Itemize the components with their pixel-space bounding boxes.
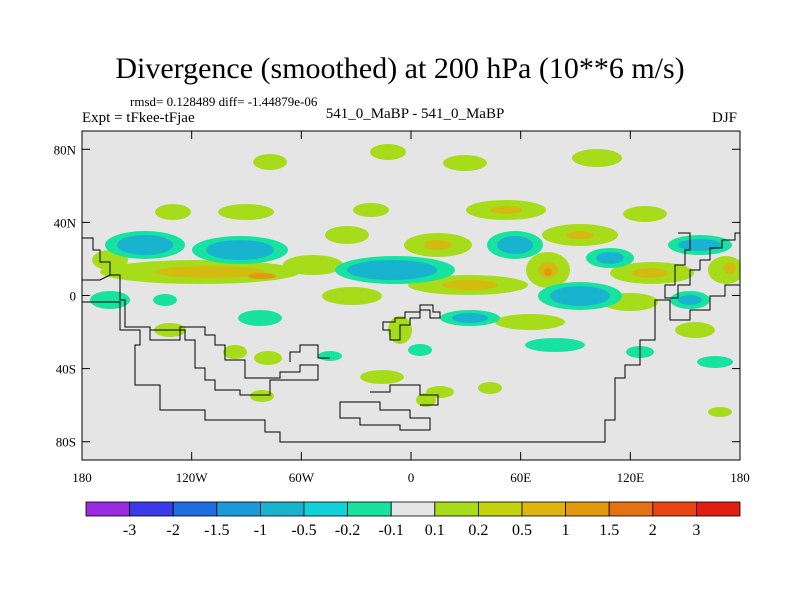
southern-africa-outline (289, 344, 330, 362)
island-outline (339, 401, 431, 431)
lat-tick-label: 80N (54, 142, 77, 157)
experiment-label: Expt = tFkee-tFjae (82, 110, 195, 126)
africa-outline (82, 274, 120, 281)
lon-tick-label: 0 (408, 470, 415, 485)
colorbar-swatch (390, 501, 436, 517)
colorbar-swatch (608, 501, 654, 517)
colorbar-swatch (172, 501, 218, 517)
lon-tick-label: 120E (617, 470, 645, 485)
colorbar-label: 3 (692, 522, 700, 539)
colorbar-label: 0.1 (425, 522, 445, 539)
colorbar-label: 2 (649, 522, 657, 539)
colorbar-label: -0.2 (335, 522, 360, 539)
antarctic-coast-outline (82, 284, 740, 443)
peak-positive-cores (248, 268, 552, 279)
lat-tick-label: 0 (70, 289, 77, 304)
colorbar-swatch (85, 501, 130, 517)
island-outline-2 (370, 384, 439, 406)
colorbar-label: -1.5 (204, 522, 229, 539)
colorbar-swatch (259, 501, 305, 517)
rmsd-diff-label: rmsd= 0.128489 diff= -1.44879e-06 (130, 94, 318, 109)
lon-tick-label: 180 (730, 470, 750, 485)
colorbar-swatch (477, 501, 523, 517)
north-africa-outline (382, 304, 441, 341)
lon-tick-label: 180 (72, 470, 92, 485)
colorbar-swatch (521, 501, 566, 517)
colorbar-label: -3 (123, 522, 136, 539)
case-label: 541_0_MaBP - 541_0_MaBP (325, 106, 505, 122)
colorbar-swatch (303, 501, 348, 517)
colorbar-swatch (434, 501, 479, 517)
lon-tick-label: 60E (510, 470, 531, 485)
colorbar-label: -0.1 (379, 522, 404, 539)
colorbar-label: -2 (167, 522, 180, 539)
strong-positive-cores (155, 206, 736, 290)
lat-tick-label: 40S (56, 362, 76, 377)
colorbar-swatch (129, 501, 174, 517)
lat-tick-label: 40N (54, 215, 77, 230)
lon-tick-label: 60W (289, 470, 315, 485)
colorbar-swatch (216, 501, 261, 517)
coastlines (82, 232, 740, 443)
lon-tick-label: 120W (176, 470, 209, 485)
colorbar-label: -1 (254, 522, 267, 539)
colorbar: -3 -2 -1.5 -1 -0.5 -0.2 -0.1 0.1 0.2 0.5 1 1.5 2 3 (85, 501, 741, 539)
colorbar-label: 1 (562, 522, 570, 539)
colorbar-swatch (652, 501, 697, 517)
season-label: DJF (712, 110, 738, 126)
colorbar-swatch (696, 501, 741, 517)
colorbar-label: 0.2 (468, 522, 488, 539)
colorbar-swatch (565, 501, 610, 517)
colorbar-label: 1.5 (599, 522, 619, 539)
longitude-axis: 180 120W 60W 0 60E 120E 180 (72, 131, 750, 485)
plot-title: Divergence (smoothed) at 200 hPa (10**6 … (115, 52, 685, 85)
australia-outline (664, 232, 740, 299)
colorbar-label: -0.5 (291, 522, 316, 539)
lat-tick-label: 80S (56, 435, 76, 450)
colorbar-swatch (347, 501, 392, 517)
divergence-field (90, 144, 740, 417)
latitude-axis: 80N 40N 0 40S 80S (54, 142, 740, 450)
colorbar-label: 0.5 (512, 522, 532, 539)
